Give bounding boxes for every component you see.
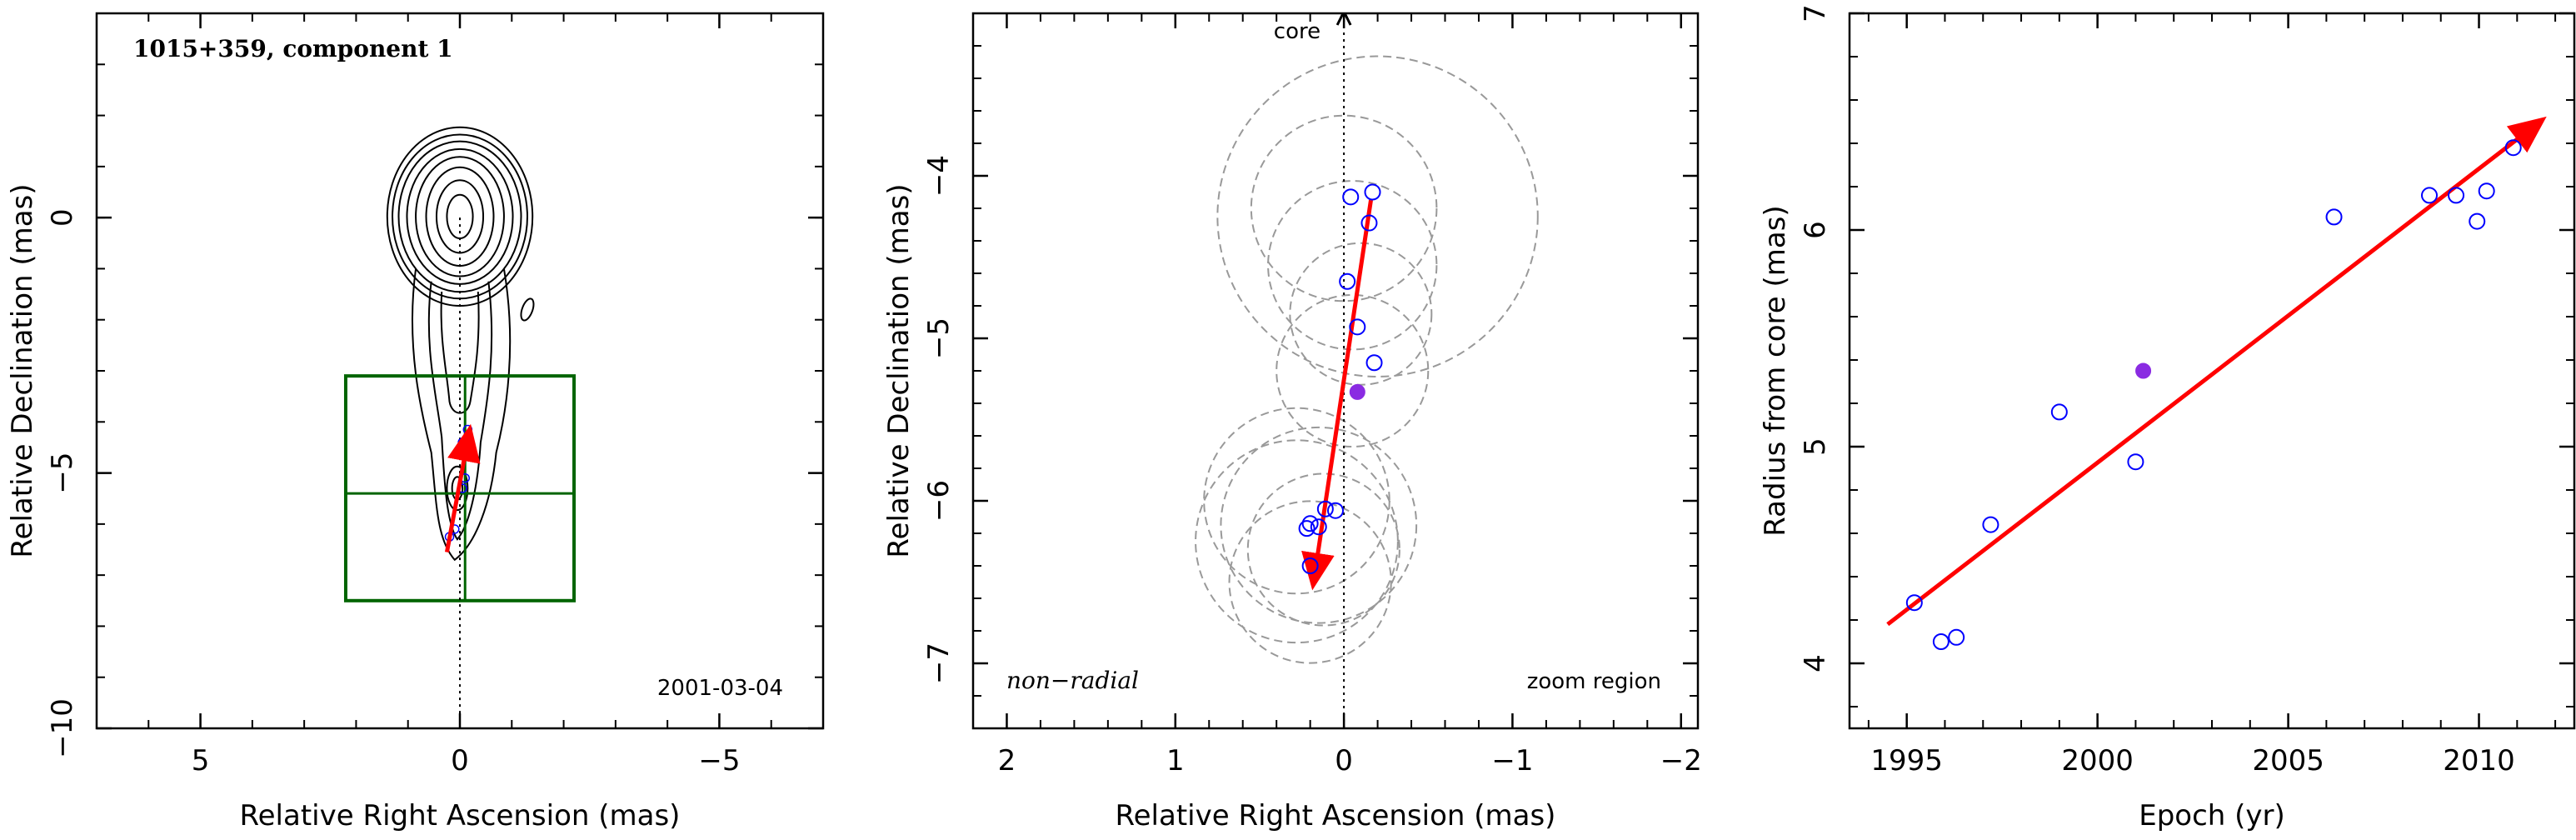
isolated-contour xyxy=(520,298,535,322)
data-point xyxy=(1342,188,1360,206)
data-point xyxy=(1339,272,1356,290)
middle-points xyxy=(1298,183,1383,574)
error-circle xyxy=(1289,242,1433,386)
middle-plot-content xyxy=(1195,18,1539,728)
middle-axis-ticks: 2 1 0 −1 −2 −4 −5 −6 −7 xyxy=(922,12,1702,778)
data-point xyxy=(1360,214,1378,232)
left-x-tick-label: 0 xyxy=(451,744,469,778)
left-y-axis-title: Relative Declination (mas) xyxy=(6,183,39,558)
right-x-tick-label: 1995 xyxy=(1870,744,1943,778)
motion-vector xyxy=(444,423,481,553)
left-x-tick-label: −5 xyxy=(698,744,740,778)
left-y-tick-label: −10 xyxy=(46,698,79,758)
error-circle xyxy=(1195,439,1399,644)
data-point xyxy=(2325,208,2343,226)
data-point xyxy=(2421,187,2438,204)
middle-y-tick-label: −6 xyxy=(922,480,956,522)
middle-x-tick-label: 1 xyxy=(1166,744,1185,778)
middle-panel: 2 1 0 −1 −2 −4 −5 −6 −7 core non−radial zoom reg… xyxy=(882,12,1702,832)
data-point xyxy=(1298,520,1315,538)
data-point xyxy=(2478,182,2495,200)
middle-x-tick-label: 2 xyxy=(998,744,1016,778)
left-panel-title: 1015+359, component 1 xyxy=(133,35,453,62)
middle-x-tick-label: 0 xyxy=(1335,744,1353,778)
data-point xyxy=(1932,633,1949,650)
error-circle xyxy=(1246,472,1400,627)
data-point xyxy=(2050,403,2068,421)
data-point xyxy=(2469,212,2486,230)
right-x-tick-label: 2000 xyxy=(2061,744,2134,778)
highlight-point xyxy=(2135,362,2152,379)
data-point xyxy=(2127,453,2144,471)
middle-y-tick-label: −4 xyxy=(922,155,956,197)
error-circle xyxy=(1250,114,1438,302)
right-y-tick-label: 7 xyxy=(1799,4,1832,22)
data-point xyxy=(1349,318,1366,336)
error-circles xyxy=(1195,55,1539,664)
contour-map xyxy=(386,126,535,562)
left-date-label: 2001-03-04 xyxy=(657,676,783,701)
motion-vector xyxy=(1301,199,1373,591)
fit-line xyxy=(1886,116,2547,627)
error-circle xyxy=(1228,500,1392,664)
right-x-axis-title: Epoch (yr) xyxy=(2139,799,2285,832)
data-point xyxy=(1327,502,1344,519)
core-label: core xyxy=(1274,19,1320,44)
data-point xyxy=(1301,515,1319,532)
data-point xyxy=(1310,518,1327,536)
middle-x-tick-label: −1 xyxy=(1491,744,1533,778)
error-circle xyxy=(1203,407,1390,595)
jet-contour xyxy=(427,281,493,541)
core-contour xyxy=(397,140,522,293)
core-contour xyxy=(435,179,485,254)
right-axis-ticks: 1995 2000 2005 2010 4 5 6 7 xyxy=(1799,4,2574,778)
right-x-tick-label: 2010 xyxy=(2443,744,2515,778)
right-y-tick-label: 6 xyxy=(1799,221,1832,239)
error-circle xyxy=(1267,180,1438,351)
non-radial-note: non−radial xyxy=(1006,667,1139,694)
error-circle xyxy=(1276,293,1430,448)
middle-x-tick-label: −2 xyxy=(1660,744,1702,778)
knot-contour xyxy=(446,465,469,512)
jet-contour xyxy=(411,268,512,562)
right-plot-content xyxy=(1886,116,2547,650)
data-point xyxy=(1364,183,1381,201)
middle-x-axis-title: Relative Right Ascension (mas) xyxy=(1116,799,1556,832)
data-point xyxy=(1948,628,1965,646)
right-panel: 1995 2000 2005 2010 4 5 6 7 Epoch (yr) Radius f… xyxy=(1759,4,2576,832)
zoom-box-outline xyxy=(343,374,577,602)
data-point xyxy=(1982,516,1999,533)
core-contour xyxy=(415,156,505,278)
core-contour xyxy=(406,148,514,285)
left-plot-frame xyxy=(95,12,825,730)
data-point xyxy=(1301,558,1319,574)
data-point xyxy=(2448,187,2465,204)
data-point xyxy=(1316,500,1334,518)
data-point xyxy=(1365,354,1383,372)
right-points xyxy=(1905,139,2522,650)
left-x-tick-label: 5 xyxy=(192,744,210,778)
core-contour xyxy=(392,133,528,300)
middle-y-tick-label: −5 xyxy=(922,318,956,359)
middle-y-tick-label: −7 xyxy=(922,642,956,684)
data-point xyxy=(1905,594,1923,612)
left-axis-ticks: 5 0 −5 0 −5 −10 xyxy=(46,12,824,778)
right-y-tick-label: 4 xyxy=(1799,654,1832,672)
left-x-axis-title: Relative Right Ascension (mas) xyxy=(240,799,681,832)
right-x-tick-label: 2005 xyxy=(2252,744,2324,778)
highlight-point xyxy=(1349,383,1365,400)
middle-y-axis-title: Relative Declination (mas) xyxy=(882,183,916,558)
error-circle xyxy=(1216,55,1539,378)
left-panel: 5 0 −5 0 −5 −10 1015+359, component 1 2001-03… xyxy=(6,12,825,832)
error-circle xyxy=(1220,426,1418,624)
left-plot-content xyxy=(343,126,577,728)
left-y-tick-label: −5 xyxy=(46,452,79,494)
right-y-tick-label: 5 xyxy=(1799,438,1832,456)
left-y-tick-label: 0 xyxy=(46,208,79,227)
data-point xyxy=(2504,139,2522,157)
right-y-axis-title: Radius from core (mas) xyxy=(1759,205,1792,536)
zoom-region-note: zoom region xyxy=(1527,669,1661,694)
right-plot-frame xyxy=(1848,12,2576,730)
